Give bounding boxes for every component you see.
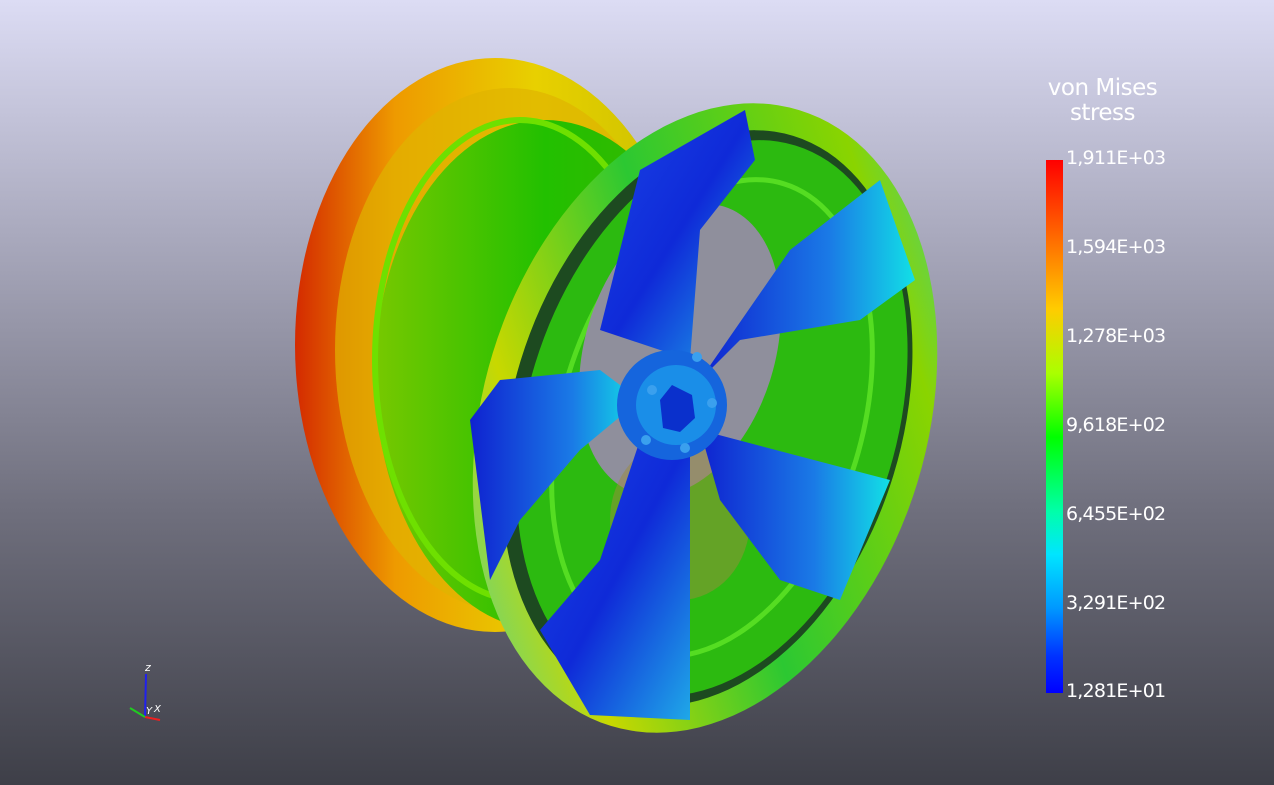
lug-nut-1 <box>692 352 702 362</box>
legend-colorbar <box>1046 160 1063 693</box>
lug-nut-5 <box>647 385 657 395</box>
x-axis-label: X <box>153 704 162 715</box>
z-axis-line <box>144 673 147 718</box>
wheel-model[interactable] <box>295 45 1011 785</box>
legend-title: von Mises stress <box>1030 76 1175 126</box>
wheel-center-cap <box>660 385 695 432</box>
z-axis-label: z <box>144 661 151 674</box>
spoke-top <box>600 110 755 360</box>
legend-tick: 1,281E+01 <box>1066 680 1166 702</box>
y-axis-line <box>129 707 146 718</box>
legend-tick: 1,594E+03 <box>1066 236 1166 258</box>
spoke-lower-right <box>700 430 890 600</box>
legend-tick: 6,455E+02 <box>1066 503 1166 525</box>
y-axis-label: Y <box>146 706 153 717</box>
legend-tick: 3,291E+02 <box>1066 592 1166 614</box>
legend-tick: 1,911E+03 <box>1066 147 1166 169</box>
lug-nut-4 <box>641 435 651 445</box>
lug-nut-3 <box>680 443 690 453</box>
spoke-bottom <box>540 440 690 720</box>
axes-triad: z Y X <box>129 661 162 721</box>
legend-tick: 1,278E+03 <box>1066 325 1166 347</box>
spoke-right <box>700 180 915 380</box>
legend-title-line2: stress <box>1069 100 1136 126</box>
legend-tick: 9,618E+02 <box>1066 414 1166 436</box>
lug-nut-2 <box>707 398 717 408</box>
x-axis-line <box>144 716 161 721</box>
legend-title-line1: von Mises <box>1047 75 1158 101</box>
spoke-left <box>470 370 640 580</box>
